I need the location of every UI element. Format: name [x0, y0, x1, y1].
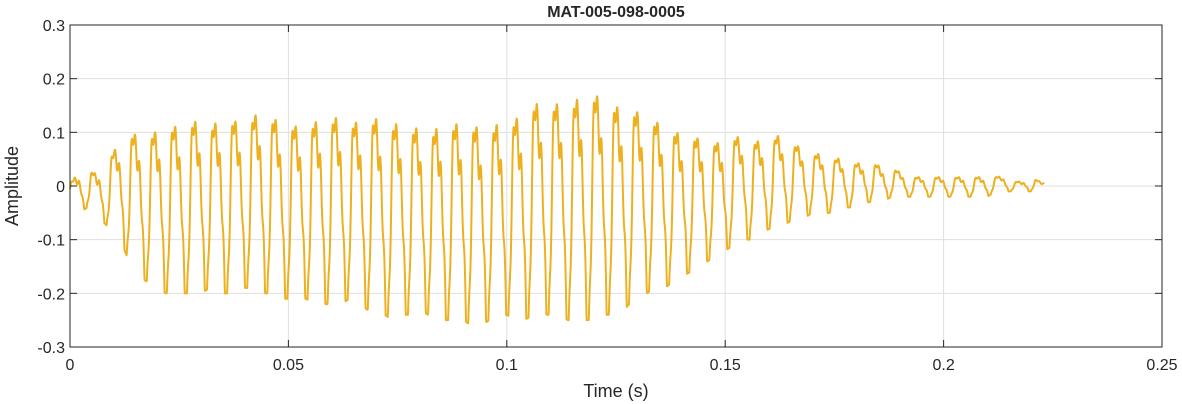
x-axis-label: Time (s) [583, 381, 648, 401]
y-tick-label: 0.1 [43, 125, 65, 142]
x-tick-label: 0.2 [932, 357, 954, 374]
tick-group: 0 0.05 0.1 0.15 0.2 0.25 -0.3 -0.2 -0.1 0 0.1 0.2 0.… [37, 18, 1177, 374]
chart-title: MAT-005-098-0005 [547, 4, 685, 21]
x-tick-label: 0 [66, 357, 75, 374]
y-tick-label: -0.2 [37, 286, 65, 303]
series-group [69, 95, 1045, 325]
x-tick-label: 0.05 [273, 357, 304, 374]
y-axis-label: Amplitude [2, 146, 22, 226]
x-tick-label: 0.15 [710, 357, 741, 374]
y-tick-label: 0.2 [43, 72, 65, 89]
series-line [69, 95, 1045, 325]
y-tick-label: 0.3 [43, 18, 65, 35]
x-tick-label: 0.1 [496, 357, 518, 374]
x-tick-label: 0.25 [1146, 357, 1177, 374]
y-tick-label: 0 [56, 179, 65, 196]
y-tick-label: -0.3 [37, 340, 65, 357]
y-tick-label: -0.1 [37, 233, 65, 250]
